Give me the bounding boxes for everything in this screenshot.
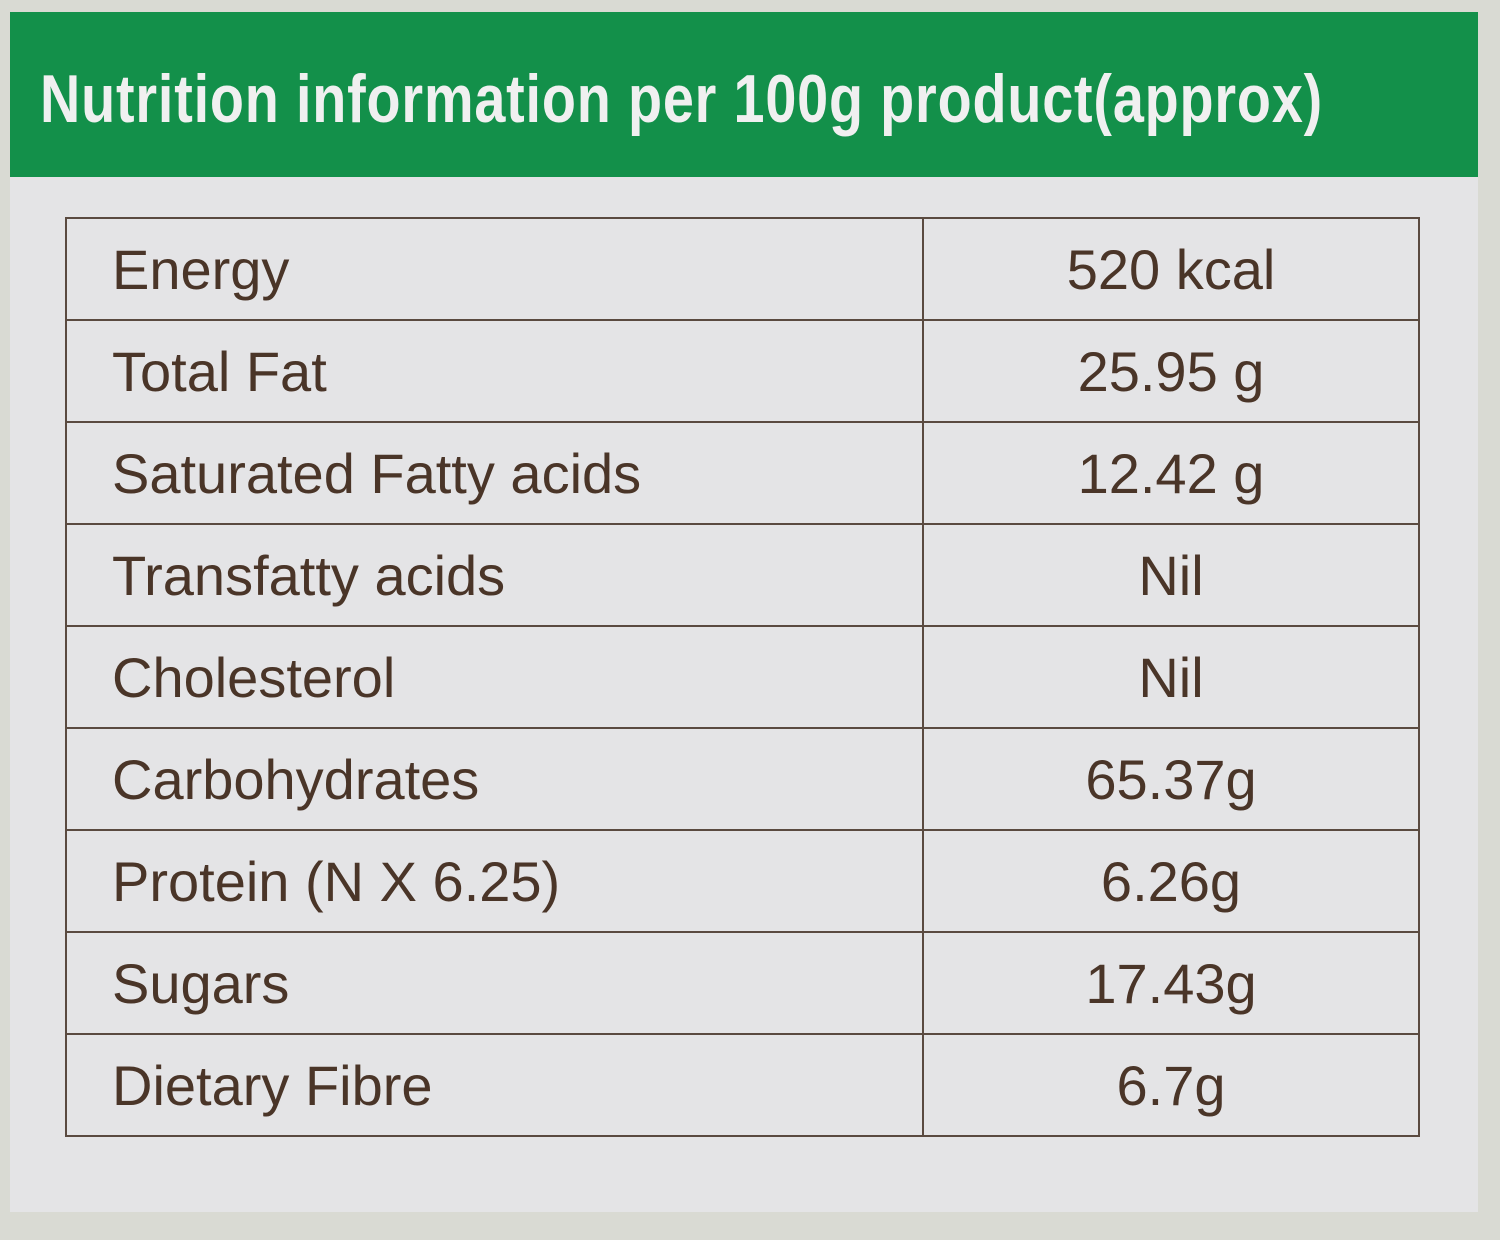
nutrient-name: Protein (N X 6.25) xyxy=(65,829,924,933)
table-row: Protein (N X 6.25) 6.26g xyxy=(65,829,1420,933)
nutrient-name: Total Fat xyxy=(65,319,924,423)
nutrient-name: Carbohydrates xyxy=(65,727,924,831)
table-row: Transfatty acids Nil xyxy=(65,523,1420,627)
table-row: Cholesterol Nil xyxy=(65,625,1420,729)
nutrient-name: Transfatty acids xyxy=(65,523,924,627)
nutrient-value: 17.43g xyxy=(922,931,1420,1035)
nutrient-value: 12.42 g xyxy=(922,421,1420,525)
nutrient-value: Nil xyxy=(922,625,1420,729)
table-row: Dietary Fibre 6.7g xyxy=(65,1033,1420,1137)
nutrient-value: 520 kcal xyxy=(922,217,1420,321)
nutrient-name: Saturated Fatty acids xyxy=(65,421,924,525)
label-panel: Nutrition information per 100g product(a… xyxy=(10,12,1478,1212)
nutrient-name: Dietary Fibre xyxy=(65,1033,924,1137)
table-row: Energy 520 kcal xyxy=(65,217,1420,321)
nutrition-table: Energy 520 kcal Total Fat 25.95 g Saturated … xyxy=(65,217,1420,1137)
nutrient-value: 25.95 g xyxy=(922,319,1420,423)
nutrient-name: Sugars xyxy=(65,931,924,1035)
nutrient-value: 6.26g xyxy=(922,829,1420,933)
table-row: Carbohydrates 65.37g xyxy=(65,727,1420,831)
nutrient-value: 6.7g xyxy=(922,1033,1420,1137)
nutrient-name: Energy xyxy=(65,217,924,321)
nutrient-name: Cholesterol xyxy=(65,625,924,729)
table-row: Saturated Fatty acids 12.42 g xyxy=(65,421,1420,525)
table-row: Total Fat 25.95 g xyxy=(65,319,1420,423)
table-row: Sugars 17.43g xyxy=(65,931,1420,1035)
nutrient-value: 65.37g xyxy=(922,727,1420,831)
banner: Nutrition information per 100g product(a… xyxy=(10,12,1478,177)
nutrient-value: Nil xyxy=(922,523,1420,627)
title: Nutrition information per 100g product(a… xyxy=(40,61,1324,137)
